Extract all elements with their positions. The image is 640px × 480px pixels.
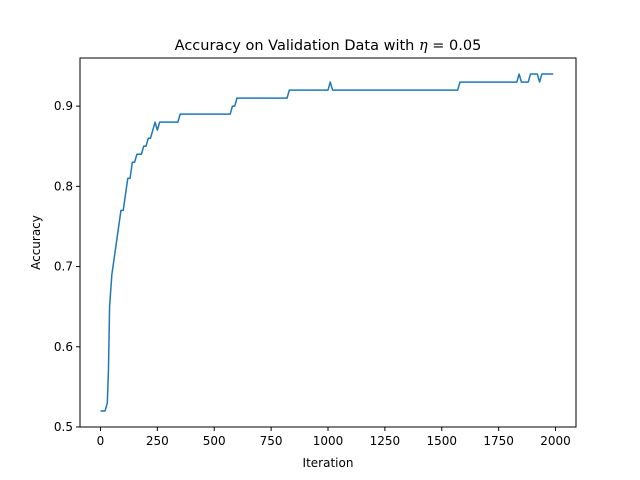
x-axis-ticks: 0 250 500 750 1000 1250 1500 1750 2000: [97, 427, 571, 448]
x-tick-label: 2000: [540, 434, 571, 448]
y-tick-label: 0.6: [54, 340, 73, 354]
y-axis-ticks: 0.5 0.6 0.7 0.8 0.9: [54, 99, 80, 434]
chart-title: Accuracy on Validation Data with η = 0.0…: [175, 38, 482, 54]
y-tick-label: 0.8: [54, 179, 73, 193]
x-tick-label: 750: [260, 434, 283, 448]
y-tick-label: 0.5: [54, 420, 73, 434]
x-tick-label: 0: [97, 434, 105, 448]
x-tick-label: 250: [146, 434, 169, 448]
series-line-accuracy: [100, 73, 554, 412]
chart-title-text: Accuracy on Validation Data with: [175, 38, 415, 54]
x-axis-label: Iteration: [303, 456, 354, 470]
x-tick-label: 1500: [426, 434, 457, 448]
plot-area: [100, 73, 554, 412]
x-tick-label: 1000: [313, 434, 344, 448]
chart-title-symbol: η: [419, 38, 428, 54]
x-tick-label: 1750: [483, 434, 514, 448]
chart-title-value: = 0.05: [428, 38, 482, 54]
y-axis-label: Accuracy: [29, 215, 43, 270]
plot-frame: [79, 57, 577, 428]
x-tick-label: 500: [203, 434, 226, 448]
y-tick-label: 0.9: [54, 99, 73, 113]
y-tick-label: 0.7: [54, 260, 73, 274]
x-tick-label: 1250: [370, 434, 401, 448]
